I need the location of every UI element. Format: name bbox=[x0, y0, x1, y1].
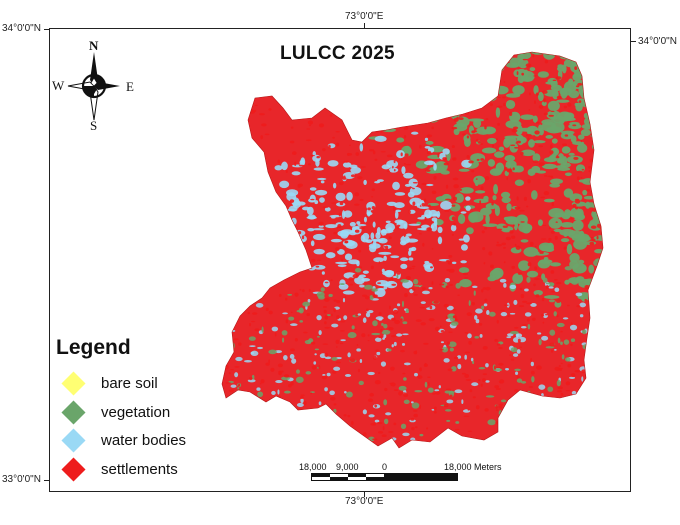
legend-title: Legend bbox=[56, 336, 131, 359]
north-arrow: N S W E bbox=[52, 38, 134, 133]
top-longitude-label: 73°0'0"E bbox=[345, 11, 384, 22]
bottom-tick bbox=[364, 492, 365, 497]
vegetation-swatch bbox=[62, 401, 85, 423]
scale-label-zero: 0 bbox=[382, 462, 388, 472]
legend-item-settlements: settlements bbox=[62, 458, 178, 480]
right-latitude-label: 34°0'0"N bbox=[638, 36, 677, 47]
scale-label-18000-meters: 18,000 Meters bbox=[444, 462, 502, 472]
settlements-swatch bbox=[62, 458, 85, 480]
bottom-latitude-label: 33°0'0"N bbox=[2, 474, 41, 485]
legend-label: settlements bbox=[101, 460, 178, 478]
legend-label: water bodies bbox=[101, 431, 187, 449]
scale-label-18000-left: 18,000 bbox=[299, 462, 327, 472]
map-title: LULCC 2025 bbox=[280, 43, 395, 64]
compass-w: W bbox=[52, 78, 65, 93]
top-latitude-label: 34°0'0"N bbox=[2, 23, 41, 34]
compass-s: S bbox=[90, 118, 98, 133]
legend-item-bare-soil: bare soil bbox=[62, 372, 158, 394]
top-tick bbox=[364, 23, 365, 28]
scale-label-9000: 9,000 bbox=[336, 462, 359, 472]
left-tick-top bbox=[44, 29, 49, 30]
bottom-longitude-label: 73°0'0"E bbox=[345, 496, 384, 507]
legend-item-vegetation: vegetation bbox=[62, 401, 171, 423]
right-tick bbox=[631, 41, 636, 42]
legend-label: bare soil bbox=[101, 374, 158, 392]
water-bodies-swatch bbox=[62, 429, 85, 451]
left-tick-bottom bbox=[44, 480, 49, 481]
compass-n: N bbox=[89, 38, 99, 53]
legend-label: vegetation bbox=[101, 403, 171, 421]
legend-item-water-bodies: water bodies bbox=[62, 429, 187, 451]
compass-rose-icon bbox=[67, 52, 120, 121]
scale-bar bbox=[311, 473, 458, 481]
compass-e: E bbox=[126, 79, 134, 94]
bare-soil-swatch bbox=[62, 372, 85, 394]
land-cover-texture bbox=[222, 52, 603, 448]
